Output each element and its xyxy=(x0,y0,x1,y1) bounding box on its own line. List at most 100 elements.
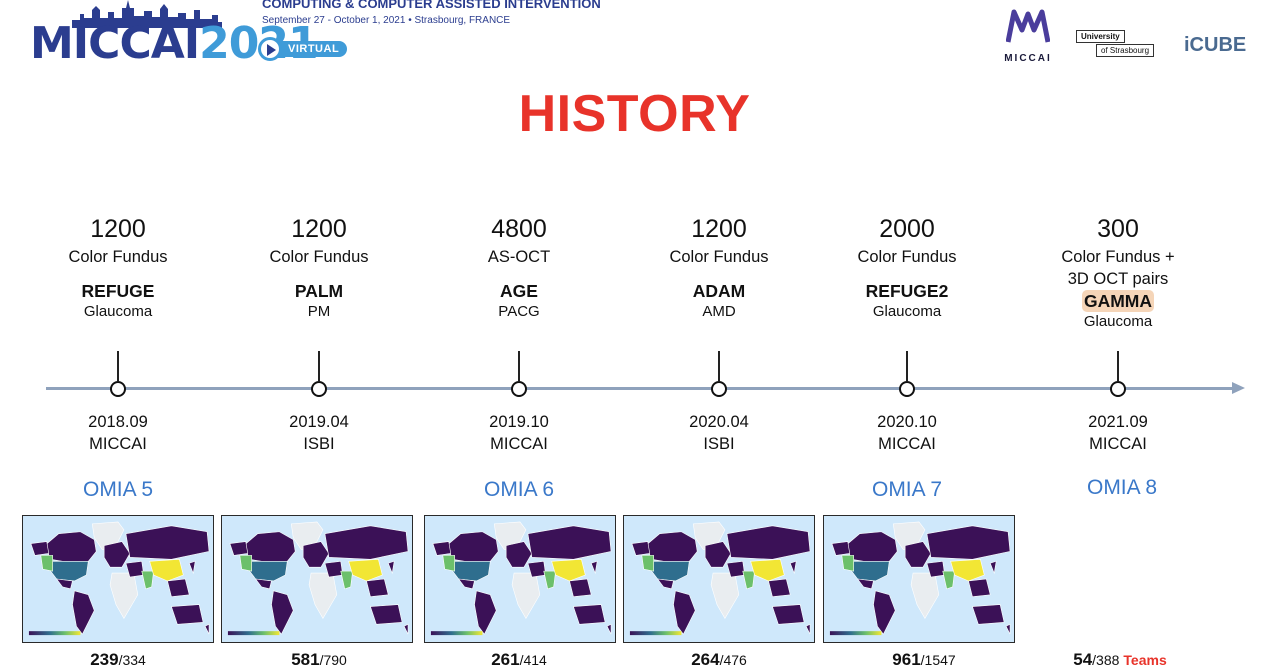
map-colorbar xyxy=(28,631,81,636)
map-region-new-zealand xyxy=(403,623,409,635)
map-colorbar xyxy=(629,631,682,636)
map-region-africa xyxy=(308,572,338,619)
disease: Glaucoma xyxy=(1083,313,1153,330)
stat-value: 961 xyxy=(892,650,921,669)
stat-total: /1547 xyxy=(920,652,956,668)
map-region-africa xyxy=(710,572,740,619)
map-region-australia xyxy=(370,604,403,625)
map-region-new-zealand xyxy=(1005,623,1011,635)
event-when: 2021.09 MICCAI xyxy=(1038,411,1198,455)
map-region-japan xyxy=(188,560,196,575)
map-region-usa xyxy=(50,560,89,582)
map-region-se-asia xyxy=(768,578,791,598)
stat-value: 261 xyxy=(491,650,520,669)
stat-total: /476 xyxy=(719,652,747,668)
university-text: University xyxy=(1076,30,1125,43)
image-count: 300 xyxy=(1097,215,1139,243)
stat-total: /790 xyxy=(319,652,347,668)
miccai-mark-icon xyxy=(1006,9,1050,43)
map-region-mexico xyxy=(457,578,475,590)
map-region-se-asia xyxy=(167,578,190,598)
timeline-tick xyxy=(518,351,520,381)
map-region-alaska xyxy=(30,541,50,556)
map-region-russia xyxy=(726,525,811,560)
challenge-name: REFUGE2 xyxy=(865,281,949,301)
map-region-africa xyxy=(511,572,541,619)
map-region-alaska xyxy=(229,541,249,556)
map-region-china xyxy=(750,559,785,582)
event-when: 2020.10 MICCAI xyxy=(827,411,987,455)
miccai-society-logo: MICCAI xyxy=(996,8,1060,64)
map-region-alaska xyxy=(831,541,851,556)
map-region-china xyxy=(551,559,586,582)
map-region-canada xyxy=(845,531,898,562)
map-region-se-asia xyxy=(968,578,991,598)
event-when: 2019.04 ISBI xyxy=(239,411,399,455)
map-region-new-zealand xyxy=(805,623,811,635)
event-date: 2019.10 xyxy=(489,413,549,431)
timeline-event-refuge2: 2000 Color Fundus REFUGE2 Glaucoma xyxy=(807,212,1007,322)
world-map-svg xyxy=(829,521,1011,636)
map-region-russia xyxy=(926,525,1011,560)
map-region-usa xyxy=(249,560,288,582)
timeline-tick xyxy=(1117,351,1119,381)
challenge-name: AGE xyxy=(500,281,538,301)
omia-label: OMIA 6 xyxy=(483,478,555,501)
event-venue: ISBI xyxy=(703,435,735,453)
map-region-china xyxy=(950,559,985,582)
timeline-axis xyxy=(46,387,1236,390)
timeline-node xyxy=(311,381,327,397)
map-region-australia xyxy=(972,604,1005,625)
stat-value: 264 xyxy=(691,650,720,669)
map-region-india xyxy=(942,570,955,590)
university-logo: University of Strasbourg xyxy=(1076,30,1160,60)
disease: Glaucoma xyxy=(872,303,942,320)
event-when: 2018.09 MICCAI xyxy=(38,411,198,455)
map-region-alaska xyxy=(432,541,452,556)
participation-stat: 261/414 xyxy=(439,650,599,670)
disease: Glaucoma xyxy=(83,303,153,320)
slide-title: HISTORY xyxy=(518,85,751,143)
omia-label: OMIA 8 xyxy=(1086,476,1158,499)
stat-teams-label: Teams xyxy=(1123,652,1167,668)
event-when: 2020.04 ISBI xyxy=(639,411,799,455)
timeline-tick xyxy=(117,351,119,381)
conference-dates: September 27 - October 1, 2021 • Strasbo… xyxy=(262,15,511,26)
map-region-se-asia xyxy=(569,578,592,598)
disease: PM xyxy=(307,303,331,320)
map-region-india xyxy=(340,570,353,590)
world-map-svg xyxy=(629,521,811,636)
map-region-russia xyxy=(324,525,409,560)
map-region-canada xyxy=(446,531,499,562)
map-region-canada xyxy=(44,531,97,562)
image-count: 1200 xyxy=(90,215,146,243)
world-map-svg xyxy=(430,521,612,636)
map-region-india xyxy=(543,570,556,590)
stat-total: /334 xyxy=(118,652,146,668)
timeline-event-refuge: 1200 Color Fundus REFUGE Glaucoma xyxy=(18,212,218,322)
stat-total: /414 xyxy=(519,652,547,668)
modality-line-2: 3D OCT pairs xyxy=(1067,270,1169,288)
event-venue: MICCAI xyxy=(490,435,548,453)
map-region-usa xyxy=(651,560,690,582)
map-region-mexico xyxy=(656,578,674,590)
disease: PACG xyxy=(498,303,540,320)
map-region-south-america xyxy=(474,590,497,635)
omia-label: OMIA 7 xyxy=(871,478,943,501)
modality: Color Fundus xyxy=(269,248,369,266)
modality: AS-OCT xyxy=(487,248,551,266)
map-region-india xyxy=(742,570,755,590)
image-count: 4800 xyxy=(491,215,547,243)
modality: Color Fundus xyxy=(669,248,769,266)
icube-logo: iCUBE xyxy=(1184,34,1247,56)
event-date: 2020.10 xyxy=(877,413,937,431)
map-region-south-america xyxy=(72,590,95,635)
map-region-mexico xyxy=(254,578,272,590)
event-date: 2020.04 xyxy=(689,413,749,431)
disease: AMD xyxy=(702,303,736,320)
map-region-south-america xyxy=(873,590,896,635)
map-region-japan xyxy=(387,560,395,575)
participation-world-map xyxy=(221,515,413,643)
play-icon xyxy=(258,37,282,61)
participation-world-map xyxy=(424,515,616,643)
